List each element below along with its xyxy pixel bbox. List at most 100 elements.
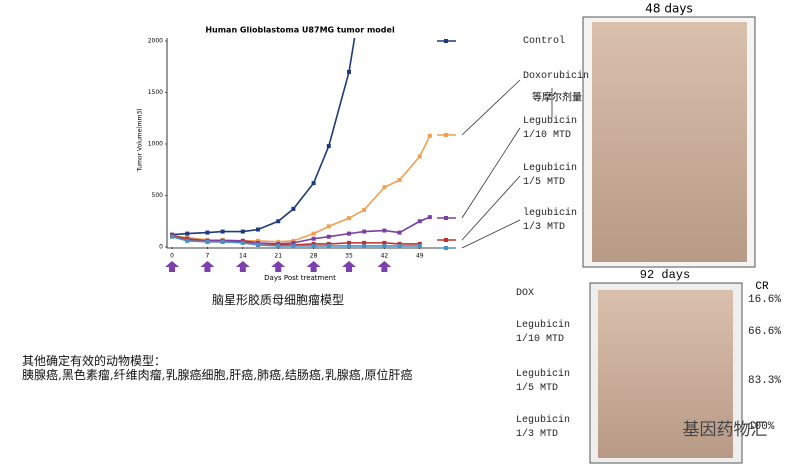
legend-label: Legubicin 1/5 MTD — [523, 163, 578, 188]
cr-group: Legubicin 1/10 MTD — [516, 320, 571, 345]
point — [362, 229, 367, 234]
point — [326, 224, 331, 229]
point — [347, 69, 351, 74]
legend-marker — [444, 133, 448, 137]
x-tick-label: 21 — [274, 253, 282, 260]
point — [276, 243, 281, 248]
y-tick-label: 2000 — [148, 38, 163, 45]
models-text: 胰腺癌,黑色素瘤,纤维肉瘤,乳腺癌细胞,肝癌,肺癌,结肠癌,乳腺癌,原位肝癌 — [22, 368, 413, 382]
point — [326, 144, 331, 149]
point — [240, 240, 245, 245]
point — [382, 185, 387, 190]
plot-area — [170, 38, 432, 248]
point — [417, 154, 422, 159]
x-axis-label: Days Post treatment — [264, 274, 336, 282]
point — [276, 239, 281, 244]
photo-mice — [592, 22, 747, 262]
legend-label: Legubicin 1/10 MTD — [523, 116, 578, 141]
point — [256, 240, 260, 245]
legend-marker — [444, 238, 448, 242]
legend-marker — [444, 39, 448, 43]
x-tick-label: 35 — [345, 253, 353, 260]
point — [185, 238, 190, 243]
point — [220, 239, 225, 244]
annotation: 等摩尔剂量 — [532, 91, 582, 104]
connectors — [461, 79, 553, 249]
point — [362, 243, 367, 248]
cr-group: Legubicin 1/5 MTD — [516, 369, 571, 394]
point — [185, 231, 190, 236]
point — [427, 215, 432, 220]
dose-arrow — [271, 261, 286, 272]
x-tick-label: 49 — [416, 253, 424, 260]
cr-value: 66.6% — [748, 326, 782, 338]
point — [291, 206, 296, 211]
point — [347, 243, 351, 248]
cr-header: CR — [755, 281, 769, 293]
point — [311, 243, 316, 248]
point — [220, 229, 225, 234]
legend-label: Control — [523, 36, 566, 47]
dose-arrow — [235, 261, 250, 272]
legend-label: legubicin 1/3 MTD — [523, 208, 578, 233]
legend-marker — [444, 216, 448, 220]
series-line — [171, 135, 431, 243]
cr-value: 100% — [748, 421, 775, 433]
dose-arrow — [200, 261, 215, 272]
legend-marker — [444, 246, 448, 250]
legend-label: Doxorubicin — [523, 71, 590, 82]
dose-arrow — [306, 261, 321, 272]
point — [382, 243, 387, 248]
y-tick-label: 1500 — [148, 89, 163, 96]
point — [417, 219, 422, 224]
chart-title: Human Glioblastoma U87MG tumor model — [205, 26, 395, 35]
point — [256, 242, 260, 247]
point — [311, 181, 316, 186]
point — [256, 238, 260, 243]
point — [311, 241, 316, 246]
point — [362, 207, 367, 212]
x-tick-label: 7 — [206, 253, 210, 260]
point — [382, 240, 387, 245]
photo-label: 92 days — [640, 268, 690, 282]
series-line — [172, 38, 356, 236]
point — [170, 234, 175, 239]
point — [311, 236, 316, 241]
x-tick-label: 42 — [381, 253, 389, 260]
point — [397, 243, 402, 248]
watermark: 基因药物汇 — [683, 420, 768, 440]
x-tick-label: 0 — [170, 253, 174, 260]
point — [276, 219, 281, 224]
point — [291, 243, 296, 248]
point — [417, 243, 422, 248]
point — [347, 231, 351, 236]
y-tick-label: 0 — [159, 244, 163, 251]
point — [347, 216, 351, 221]
point — [256, 227, 260, 232]
series-line — [171, 216, 431, 245]
point — [291, 240, 296, 245]
x-tick-label: 28 — [310, 253, 318, 260]
point — [397, 241, 402, 246]
photo-mice — [598, 290, 733, 458]
models-heading: 其他确定有效的动物模型： — [22, 354, 167, 368]
cr-value: 83.3% — [748, 375, 782, 387]
point — [205, 230, 210, 235]
cr-value: 16.6% — [748, 294, 782, 306]
cr-group: DOX — [516, 288, 535, 299]
point — [240, 229, 245, 234]
point — [326, 241, 331, 246]
point — [326, 234, 331, 239]
y-tick-label: 1000 — [148, 141, 163, 148]
point — [205, 239, 210, 244]
point — [397, 230, 402, 235]
dose-arrow — [377, 261, 392, 272]
point — [382, 228, 387, 233]
point — [311, 231, 316, 236]
dose-arrow — [165, 261, 180, 272]
point — [347, 240, 351, 245]
point — [417, 241, 422, 246]
point — [291, 238, 296, 243]
